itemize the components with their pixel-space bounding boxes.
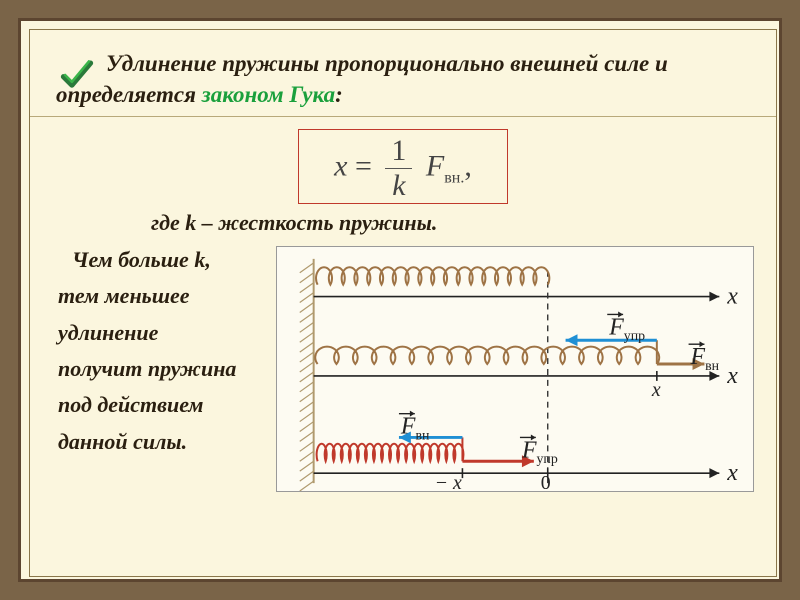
spring-diagram: x x x 0 x − x Fупр Fвн Fвн Fупр [276,246,754,492]
checkmark-icon [60,58,94,92]
intro-law: законом Гука [202,82,335,107]
intro-plain: Удлинение пружины пропорционально внешне… [56,51,668,107]
slide-inner: Удлинение пружины пропорционально внешне… [29,29,777,577]
formula-den: k [385,169,412,203]
intro-colon: : [335,82,343,107]
svg-text:x: x [651,379,661,401]
svg-text:0: 0 [541,472,551,492]
body-l5: под действием [58,387,276,423]
formula-num: 1 [385,134,412,169]
svg-text:Fвн: Fвн [690,344,720,374]
body-text: Чем больше k, тем меньшее удлинение полу… [56,242,276,460]
formula-comma: , [464,149,472,182]
svg-text:Fупр: Fупр [608,314,645,344]
svg-text:x: x [726,284,738,310]
diagram-wrap: xxx0x− xFупрFвнFвнFупр [276,242,750,460]
formula-eq: = [355,149,372,182]
body-row: Чем больше k, тем меньшее удлинение полу… [56,242,750,460]
formula-sub: вн. [444,169,464,186]
intro-text: Удлинение пружины пропорционально внешне… [56,48,750,110]
svg-text:− x: − x [435,472,462,492]
formula-F: F [426,149,444,182]
slide-outer: Удлинение пружины пропорционально внешне… [18,18,782,582]
where-text: где k – жесткость пружины. [56,210,750,236]
body-l6: данной силы. [58,424,276,460]
svg-text:x: x [726,363,738,389]
svg-text:Fупр: Fупр [521,437,558,467]
body-l2: тем меньшее [58,278,276,314]
body-l1: Чем больше k, [58,242,276,278]
svg-text:Fвн: Fвн [400,414,430,444]
formula-box: x = 1 k Fвн., [298,129,508,204]
formula-fraction: 1 k [385,134,412,203]
body-l4: получит пружина [58,351,276,387]
svg-text:x: x [726,460,738,486]
body-l3: удлинение [58,315,276,351]
formula-lhs: x [334,149,347,182]
divider [30,116,776,117]
